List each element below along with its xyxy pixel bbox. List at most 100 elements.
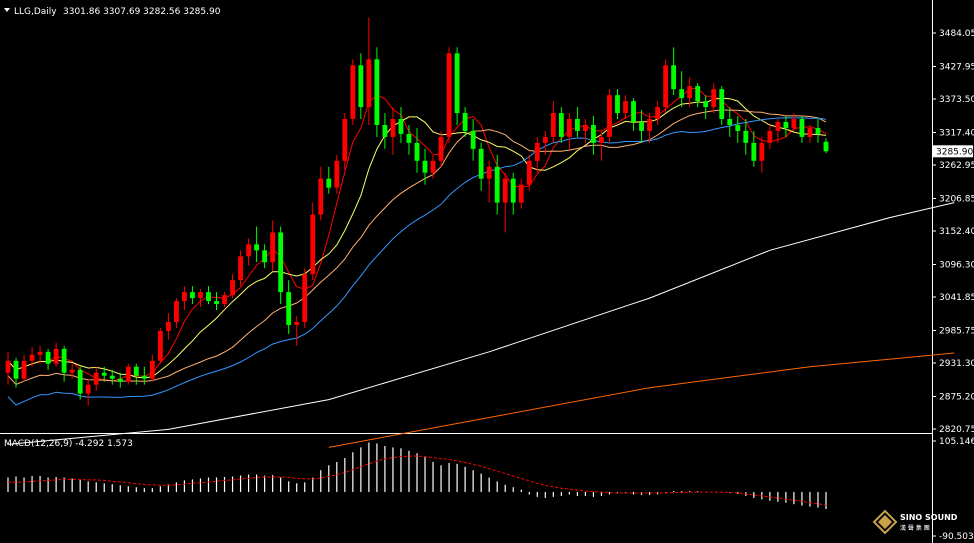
price-tick-label: 3096.30 — [939, 260, 974, 270]
candle-body — [342, 119, 348, 161]
candle-body — [398, 119, 404, 134]
candle-body — [390, 119, 396, 137]
price-axis: 3484.05 3427.95 3373.50 3317.40 3262.95 3206.… — [932, 29, 974, 435]
candle-body — [350, 65, 356, 119]
candle-body — [510, 178, 516, 203]
symbol-label: LLG,Daily — [14, 7, 57, 17]
price-tick-label: 3427.95 — [939, 62, 974, 72]
candle-body — [21, 360, 27, 379]
candle-body — [13, 360, 19, 379]
candle-body — [382, 124, 388, 137]
ma-30 — [7, 117, 827, 406]
candle-body — [518, 184, 524, 203]
candle-body — [149, 360, 155, 379]
macd-signal-line — [8, 455, 827, 506]
candle-body — [37, 351, 43, 355]
candle-body — [454, 53, 460, 114]
candle-body — [711, 89, 717, 108]
candle-body — [478, 148, 484, 179]
candle-body — [438, 136, 444, 161]
candle-body — [254, 244, 260, 251]
candle-body — [655, 107, 660, 119]
candle-body — [85, 384, 91, 394]
candle-body — [29, 354, 35, 361]
macd-tick-label: 105.146 — [939, 437, 974, 447]
candle-body — [663, 65, 669, 108]
price-tick-label: 3317.40 — [939, 128, 974, 138]
candle-body — [631, 101, 636, 122]
logo-brand: SINO SOUND — [900, 513, 958, 522]
candle-body — [174, 301, 179, 322]
current-price-tag — [933, 145, 973, 158]
price-tick-label: 3373.50 — [939, 95, 974, 105]
ohlc-values: 3301.86 3307.69 3282.56 3285.90 — [63, 7, 221, 17]
candle-body — [639, 121, 644, 131]
candle-body — [109, 375, 115, 379]
candle-body — [615, 95, 620, 114]
candle-body — [775, 121, 781, 131]
candle-body — [743, 130, 749, 143]
candle-body — [230, 280, 235, 296]
candle-body — [671, 65, 677, 90]
candle-body — [607, 95, 612, 137]
candle-body — [823, 141, 829, 152]
candle-body — [486, 166, 492, 179]
candle-body — [591, 124, 596, 143]
candle-body — [735, 124, 741, 131]
dropdown-triangle-icon[interactable] — [4, 8, 10, 12]
candle-body — [494, 166, 500, 203]
candle-body — [719, 89, 725, 119]
candle-body — [117, 378, 123, 382]
candle-body — [125, 366, 131, 382]
price-tick-label: 2875.20 — [939, 392, 974, 402]
candle-body — [783, 121, 789, 128]
candle-body — [302, 274, 308, 322]
candle-body — [182, 292, 187, 302]
candle-body — [101, 372, 107, 376]
candle-body — [286, 292, 292, 325]
candles — [5, 17, 829, 406]
candle-body — [599, 136, 604, 143]
candle-body — [542, 136, 548, 143]
current-price-label: 3285.90 — [936, 147, 973, 157]
candle-body — [222, 295, 227, 305]
macd-tick-label: -90.503 — [939, 532, 974, 542]
price-tick-label: 3484.05 — [939, 29, 974, 39]
sino-sound-logo: SINO SOUND 漢 聲 集 團 — [872, 509, 958, 535]
candle-body — [807, 127, 813, 137]
candle-body — [759, 142, 765, 161]
price-tick-label: 3041.85 — [939, 293, 974, 303]
candle-body — [262, 250, 268, 263]
candle-body — [430, 160, 436, 173]
price-tick-label: 2820.75 — [939, 425, 974, 435]
candle-body — [93, 372, 99, 385]
candle-body — [470, 130, 476, 149]
candle-body — [318, 178, 324, 215]
candle-body — [5, 360, 11, 373]
price-tick-label: 2985.75 — [939, 326, 974, 336]
candle-body — [366, 59, 372, 108]
candle-body — [534, 142, 540, 161]
candle-body — [647, 119, 652, 131]
candle-body — [446, 53, 452, 137]
candle-body — [358, 65, 364, 108]
logo-sub: 漢 聲 集 團 — [900, 524, 930, 532]
candle-body — [422, 160, 428, 173]
candle-body — [326, 178, 332, 188]
logo-diamond-inner-icon — [878, 515, 892, 529]
candle-body — [69, 369, 75, 373]
candle-body — [703, 101, 709, 108]
candle-body — [214, 301, 219, 305]
price-tick-label: 3262.95 — [939, 161, 974, 171]
candle-body — [77, 369, 83, 394]
candle-body — [687, 86, 693, 99]
long-moving-averages — [7, 202, 955, 448]
candle-body — [799, 119, 805, 137]
candle-body — [462, 113, 468, 131]
candle-body — [406, 133, 412, 143]
candle-body — [45, 351, 51, 364]
candle-body — [165, 321, 171, 331]
candle-body — [574, 119, 580, 131]
